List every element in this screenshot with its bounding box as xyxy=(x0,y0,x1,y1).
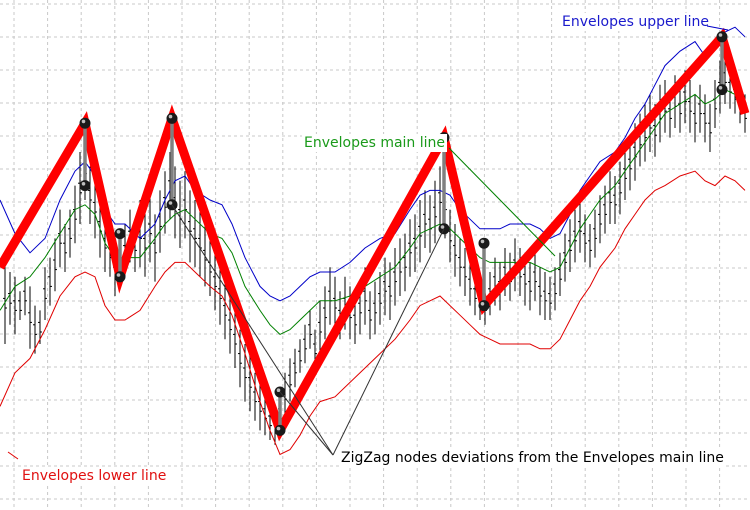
deviations xyxy=(83,36,724,431)
upper-line-label: Envelopes upper line xyxy=(562,14,709,30)
node-highlight xyxy=(81,119,86,124)
zigzag-node xyxy=(274,424,286,436)
node-highlight xyxy=(480,302,485,306)
zigzag-node xyxy=(79,117,91,129)
main-label-pointer xyxy=(448,147,556,257)
envelope-node xyxy=(716,84,728,96)
annotations: Envelopes upper line Envelopes main line… xyxy=(7,13,729,485)
node-highlight xyxy=(116,230,121,234)
main-line-label: Envelopes main line xyxy=(304,135,445,151)
node-highlight xyxy=(168,114,173,119)
envelope-main-line xyxy=(0,88,746,336)
zigzag-deviation-label: ZigZag nodes deviations from the Envelop… xyxy=(341,450,724,466)
zigzag-line xyxy=(0,27,750,442)
envelope-node xyxy=(79,180,91,192)
upper-label-pointer xyxy=(706,25,729,31)
node-highlight xyxy=(276,388,281,393)
zigzag xyxy=(0,27,750,442)
zigzag-label-pointer xyxy=(332,228,445,456)
node-highlight xyxy=(168,201,173,205)
label-backing xyxy=(560,13,712,31)
zigzag-label-pointer xyxy=(171,204,334,456)
zigzag-nodes xyxy=(79,31,728,436)
node-highlight xyxy=(718,33,723,37)
envelope-node xyxy=(478,237,490,249)
node-highlight xyxy=(440,225,445,229)
node-highlight xyxy=(480,239,485,244)
label-backing xyxy=(339,449,726,467)
label-backing xyxy=(302,134,448,152)
node-highlight xyxy=(718,86,723,90)
zigzag-node xyxy=(166,112,178,124)
zigzag-node xyxy=(114,271,126,283)
node-highlight xyxy=(276,426,281,431)
zigzag-node xyxy=(716,31,728,43)
node-highlight xyxy=(116,273,121,277)
lower-label-pointer xyxy=(7,451,19,460)
lower-line-label: Envelopes lower line xyxy=(22,468,166,484)
envelope-node xyxy=(114,228,126,240)
label-backing xyxy=(20,467,169,485)
envelope-lower-line xyxy=(0,170,746,456)
zigzag-label-pointer xyxy=(279,391,334,456)
node-highlight xyxy=(81,182,86,186)
zigzag-node xyxy=(478,300,490,312)
